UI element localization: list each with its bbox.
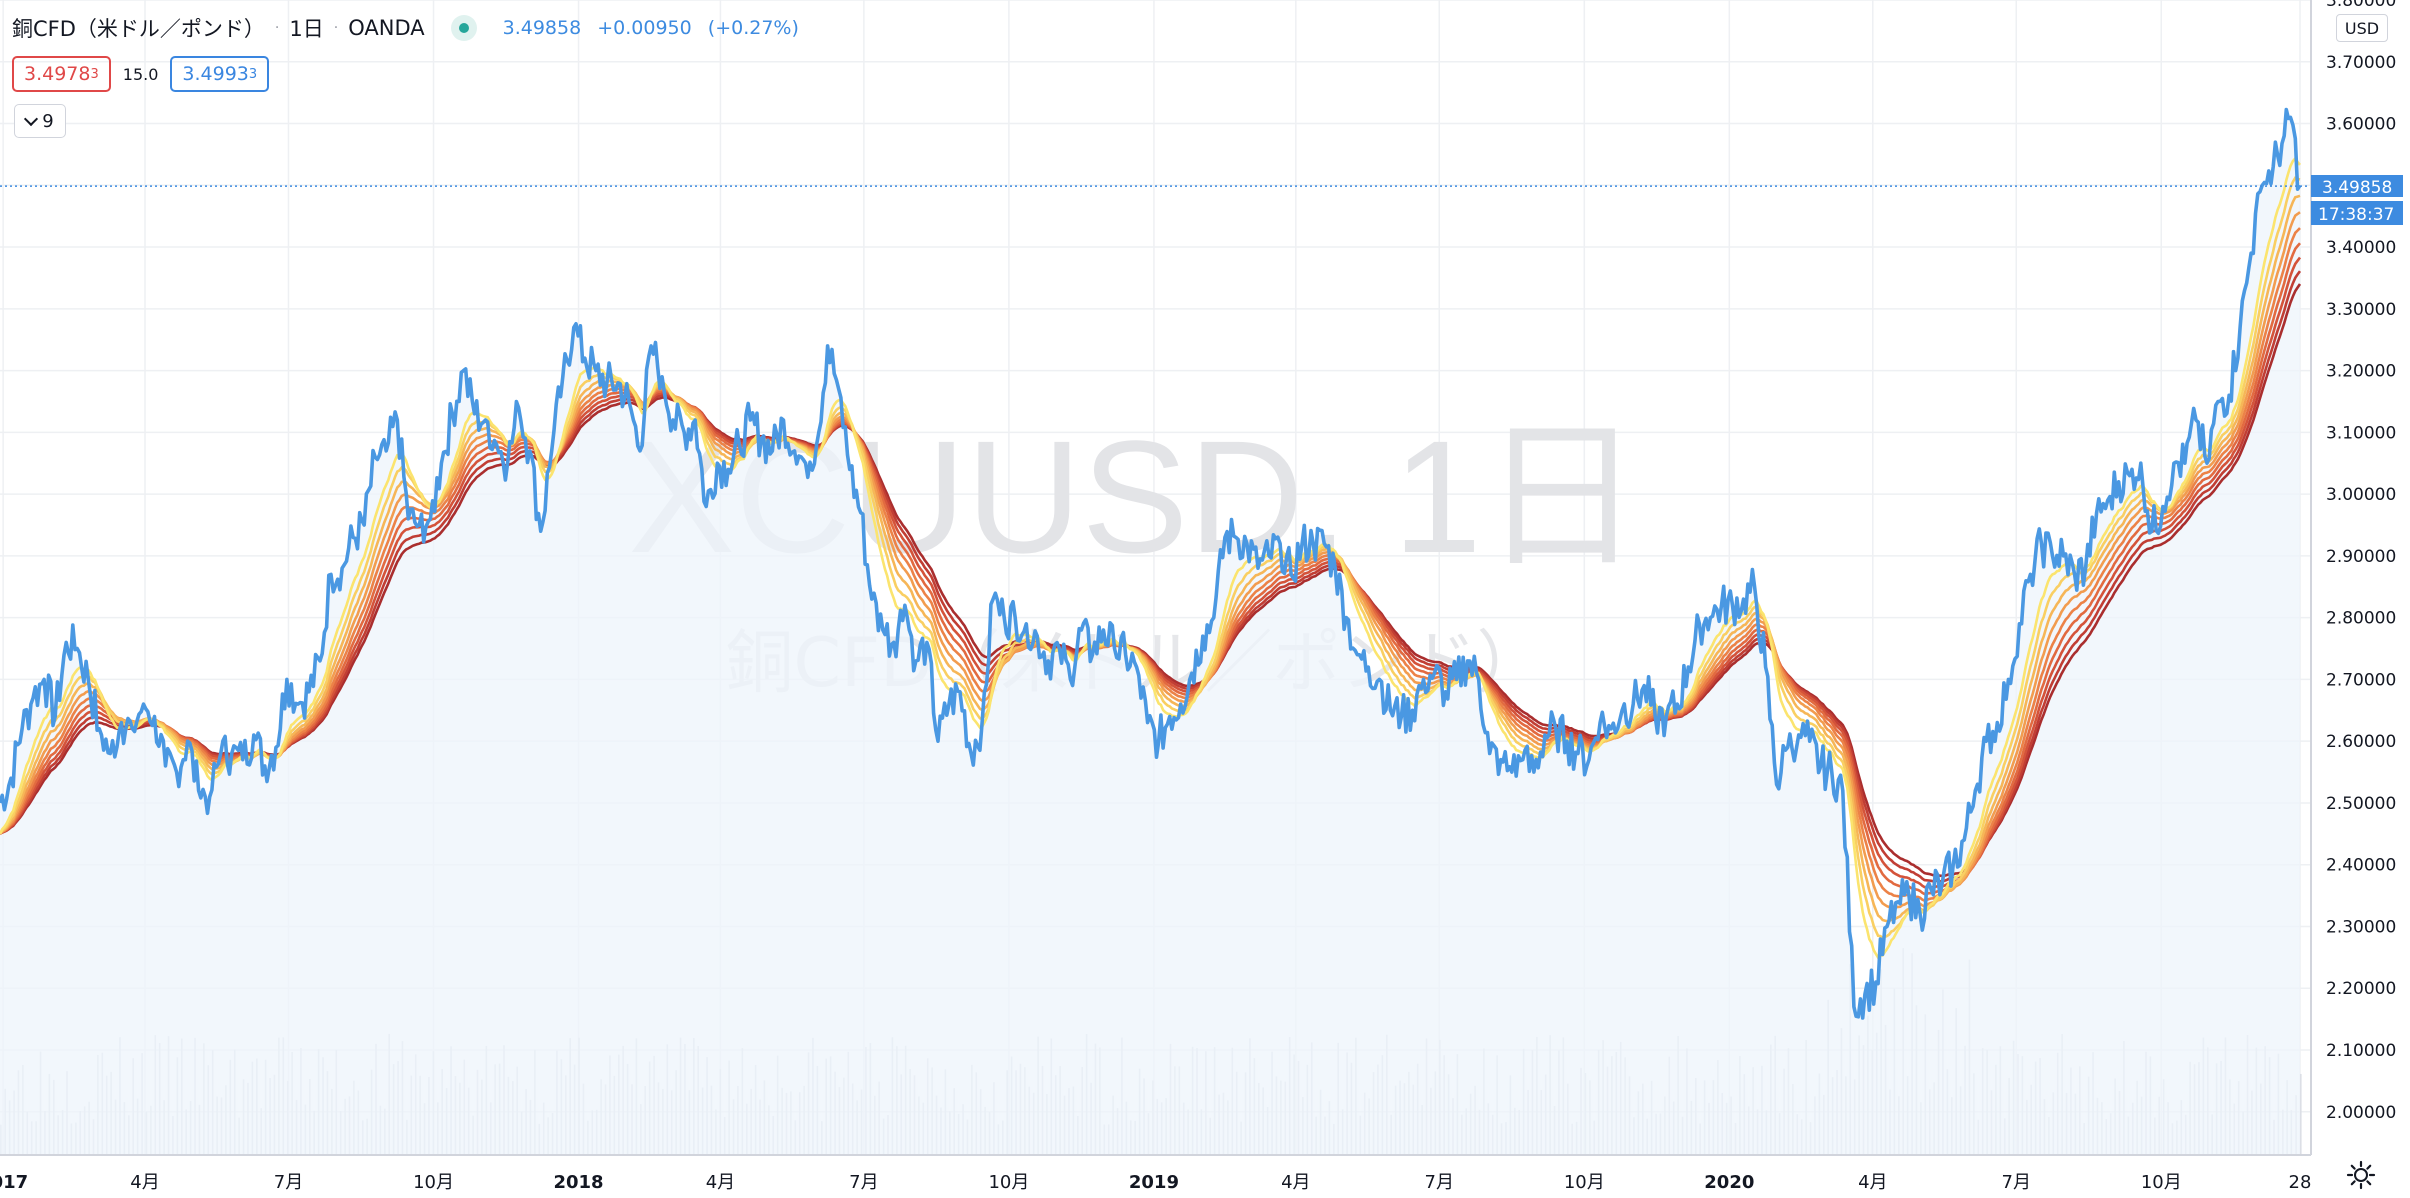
currency-unit-button[interactable]: USD [2336,14,2388,42]
broker-label: OANDA [348,16,425,40]
price-area [0,109,2300,1155]
gear-icon[interactable] [2346,1160,2376,1190]
price-axis-ticks: 3.800003.700003.600003.500003.400003.300… [2326,0,2396,1123]
last-price-label-bg [2311,175,2403,197]
symbol-name[interactable]: 銅CFD（米ドル／ポンド） [12,17,265,41]
price-tick-label: 2.00000 [2326,1103,2396,1123]
indicators-toggle-button[interactable]: 9 [14,104,66,138]
last-price-label: 3.49858 [2322,178,2392,198]
separator-dot: · [274,20,280,36]
price-tick-label: 2.30000 [2326,917,2396,937]
price-tick-label: 2.40000 [2326,856,2396,876]
market-status-icon[interactable] [450,15,477,41]
price-tick-label: 3.40000 [2326,238,2396,258]
buy-price: 3.4993 [182,63,249,85]
indicators-count: 9 [42,110,54,132]
price-tick-label: 3.60000 [2326,115,2396,135]
time-tick-label: 10月 [988,1172,1029,1193]
time-tick-label: 4月 [1858,1172,1887,1193]
price-tick-label: 2.90000 [2326,547,2396,567]
buy-price-pip: 3 [248,66,258,82]
sell-price: 3.4978 [24,63,91,85]
time-tick-label: 28 [2289,1172,2312,1193]
price-axis-labels: 3.49858 17:38:37 [2311,175,2403,225]
price-tick-label: 3.10000 [2326,423,2396,443]
buy-button[interactable]: 3.4993 3 [170,56,270,92]
time-tick-label: 7月 [2002,1172,2031,1193]
quote-values: 3.49858 +0.00950 (+0.27%) [503,17,809,39]
price-tick-label: 2.10000 [2326,1041,2396,1061]
countdown-label-bg [2311,201,2403,225]
price-area-fill [0,109,2300,1155]
price-change: +0.00950 [597,17,692,39]
price-tick-label: 2.50000 [2326,794,2396,814]
time-tick-label: 7月 [1425,1172,1454,1193]
trade-panel: 3.4978 3 15.0 3.4993 3 [12,56,270,92]
price-tick-label: 3.30000 [2326,300,2396,320]
time-tick-label: 10月 [1564,1172,1605,1193]
price-change-percent: (+0.27%) [707,17,799,39]
price-tick-label: 2.80000 [2326,609,2396,629]
price-line [0,107,2302,1020]
time-tick-label: 2018 [553,1172,603,1193]
time-axis-ticks: 2017 4月 7月 10月 2018 4月 7月 10月 2019 4月 7月 10月 2020 4月 7… [0,1172,2311,1193]
time-tick-label: 2019 [1129,1172,1179,1193]
price-line-path [0,107,2302,1020]
symbol-header: 銅CFD（米ドル／ポンド） · 1日 · OANDA 3.49858 +0.00… [12,10,809,46]
time-tick-label: 7月 [274,1172,303,1193]
price-tick-label: 3.00000 [2326,485,2396,505]
time-tick-label: 10月 [2141,1172,2182,1193]
time-tick-label: 4月 [130,1172,159,1193]
separator-dot: · [333,20,339,36]
last-price: 3.49858 [502,17,582,39]
time-tick-label: 2020 [1704,1172,1754,1193]
price-tick-label: 2.60000 [2326,732,2396,752]
price-tick-label: 3.80000 [2326,0,2396,11]
chevron-down-icon [24,111,39,126]
price-tick-label: 2.20000 [2326,979,2396,999]
time-tick-label: 2017 [0,1172,28,1193]
time-tick-label: 4月 [706,1172,735,1193]
interval-label[interactable]: 1日 [289,17,324,41]
time-tick-label: 4月 [1281,1172,1310,1193]
time-tick-label: 10月 [413,1172,454,1193]
ma-ribbon [0,156,2302,960]
volume-bar [2300,1073,2302,1155]
price-tick-label: 3.20000 [2326,362,2396,382]
time-tick-label: 7月 [849,1172,878,1193]
sell-price-pip: 3 [90,66,99,82]
countdown-label: 17:38:37 [2318,205,2394,225]
price-tick-label: 3.70000 [2326,53,2396,73]
price-tick-label: 2.70000 [2326,670,2396,690]
spread-value: 15.0 [122,64,159,84]
sell-button[interactable]: 3.4978 3 [12,56,111,92]
